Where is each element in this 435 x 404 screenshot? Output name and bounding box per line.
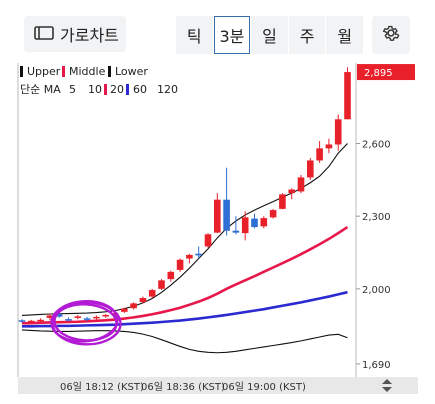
candle-body — [130, 303, 137, 309]
legend-ma: 단순 MA 5 10 20 60 120 — [20, 83, 178, 96]
landscape-chart-button[interactable]: 가로차트 — [24, 16, 126, 52]
candle-body — [102, 314, 109, 317]
time-label: 06일 18:12 (KST) — [60, 382, 144, 393]
candle-body — [316, 148, 323, 161]
current-price-label: 2,895 — [364, 68, 393, 79]
y-tick-label: 2,000 — [362, 285, 391, 296]
tab-label: 주 — [299, 27, 315, 46]
legend-lower: Lower — [115, 65, 148, 78]
candle-body — [176, 259, 184, 270]
legend-swatch-ma60 — [126, 84, 129, 95]
tab-label: 틱 — [186, 27, 202, 46]
legend-ma5: 5 — [69, 83, 76, 96]
landscape-icon — [34, 25, 54, 44]
scroll-handle-icon[interactable] — [380, 377, 394, 394]
candle-body — [186, 254, 193, 259]
y-tick-label: 1,690 — [362, 360, 391, 371]
candle-body — [55, 314, 63, 317]
current-price-tag: 2,895 — [357, 64, 415, 81]
legend-swatch-upper — [20, 66, 23, 77]
tab-3min[interactable]: 3분 — [213, 16, 251, 54]
legend-swatch-lower — [108, 66, 111, 77]
legend-ma-title: 단순 MA — [20, 83, 61, 96]
candlestick-chart[interactable]: Upper Middle Lower 단순 MA 5 10 20 60 120 … — [0, 60, 435, 378]
candle-body — [139, 298, 147, 303]
chart-toolbar: 가로차트 틱 3분 일 주 월 — [0, 0, 435, 60]
candle-body — [93, 316, 100, 319]
y-tick-label: 2,600 — [362, 140, 391, 151]
landscape-chart-label: 가로차트 — [60, 26, 119, 45]
tab-label: 월 — [337, 27, 353, 46]
chart-settings-button[interactable] — [372, 16, 410, 54]
candle-body — [325, 144, 333, 149]
candle-body — [37, 319, 44, 322]
candle-body — [269, 210, 277, 218]
legend-bollinger: Upper Middle Lower — [20, 65, 148, 78]
candle-body — [241, 217, 249, 234]
candle-body — [28, 320, 35, 323]
annotation-circle — [51, 301, 122, 346]
legend-ma20: 20 — [110, 83, 124, 96]
tab-day[interactable]: 일 — [251, 16, 288, 54]
candle-body — [46, 315, 54, 318]
ma60-line — [22, 290, 348, 328]
candle-body — [288, 189, 295, 194]
candle-body — [204, 234, 212, 247]
period-tabs: 틱 3분 일 주 월 — [176, 16, 364, 54]
tab-week[interactable]: 주 — [288, 16, 326, 54]
candle-body — [297, 177, 305, 192]
tab-label: 3분 — [219, 27, 245, 46]
legend-swatch-ma20 — [104, 84, 107, 95]
candle-body — [307, 160, 314, 178]
tab-month[interactable]: 월 — [326, 16, 363, 54]
legend-ma10: 10 — [88, 83, 102, 96]
gear-icon — [381, 23, 401, 47]
candle-body — [223, 199, 230, 231]
bollinger-lower-line — [21, 329, 348, 354]
bollinger-upper-line — [21, 143, 348, 317]
candle-body — [260, 218, 268, 227]
tab-tick[interactable]: 틱 — [176, 16, 213, 54]
tab-label: 일 — [262, 27, 277, 46]
time-label: 06일 19:00 (KST) — [222, 382, 306, 393]
candle-body — [334, 119, 342, 145]
candle-body — [251, 218, 258, 228]
legend-middle: Middle — [69, 65, 106, 78]
candle-body — [344, 72, 351, 120]
time-label: 06일 18:36 (KST) — [141, 382, 225, 393]
legend-ma120: 120 — [157, 83, 178, 96]
legend-upper: Upper — [27, 65, 61, 78]
candle-body — [74, 316, 82, 318]
y-tick-label: 2,300 — [362, 212, 391, 223]
time-axis[interactable] — [18, 377, 418, 394]
ma20-line — [22, 225, 349, 325]
candle-body — [279, 194, 286, 209]
candle-body — [232, 230, 240, 233]
candle-body — [18, 320, 26, 322]
candle-body — [195, 253, 202, 256]
candle-body — [121, 308, 128, 312]
legend-ma60: 60 — [133, 83, 147, 96]
annotation-circle — [53, 303, 118, 342]
candle-body — [158, 280, 165, 289]
candle-body — [214, 199, 221, 233]
legend-swatch-middle — [62, 66, 65, 77]
candle-body — [65, 319, 72, 321]
candle-body — [83, 318, 91, 320]
candle-body — [148, 290, 156, 297]
candle-body — [167, 271, 175, 280]
